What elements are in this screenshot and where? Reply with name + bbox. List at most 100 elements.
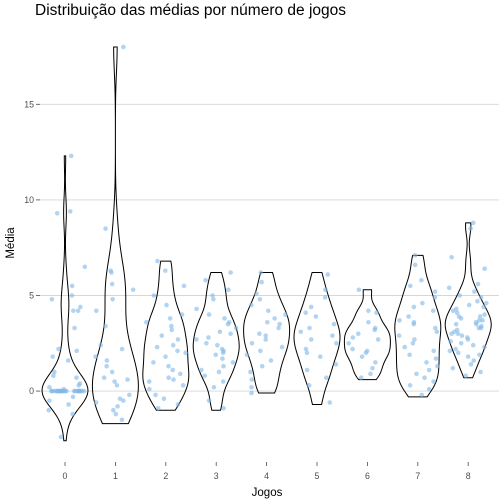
- data-point: [397, 318, 402, 323]
- y-axis-title: Média: [5, 227, 17, 259]
- data-point: [220, 350, 226, 356]
- data-point: [117, 396, 123, 402]
- data-point: [298, 329, 304, 335]
- data-point: [258, 270, 264, 275]
- data-point: [466, 302, 472, 308]
- data-point: [481, 304, 486, 310]
- data-point: [76, 388, 82, 394]
- data-point: [430, 308, 436, 314]
- data-point: [171, 377, 176, 382]
- data-point: [396, 333, 402, 338]
- data-point: [51, 373, 56, 379]
- data-point: [283, 312, 288, 317]
- violin-4: [243, 272, 291, 394]
- data-point: [266, 308, 271, 314]
- data-point: [220, 356, 225, 361]
- data-point: [374, 310, 379, 316]
- data-point: [406, 314, 411, 319]
- data-point: [51, 388, 57, 394]
- data-point: [411, 304, 417, 310]
- x-tick-label: 8: [466, 471, 471, 481]
- data-point: [104, 358, 110, 363]
- data-point: [358, 375, 364, 381]
- x-tick-label: 3: [214, 471, 219, 481]
- data-point: [306, 383, 312, 388]
- data-point: [216, 369, 222, 375]
- data-point: [103, 323, 108, 329]
- data-point: [308, 304, 314, 310]
- data-point: [402, 344, 407, 350]
- violin-1: [91, 46, 139, 425]
- data-point: [64, 388, 69, 394]
- data-point: [453, 321, 459, 327]
- data-point: [74, 375, 79, 381]
- data-point: [355, 331, 361, 337]
- data-point: [463, 373, 468, 379]
- violin-7: [394, 254, 442, 398]
- data-point: [166, 375, 171, 381]
- data-point: [104, 363, 109, 369]
- data-point: [56, 346, 61, 352]
- data-point: [93, 400, 99, 405]
- x-tick-label: 7: [415, 471, 420, 481]
- data-point: [164, 302, 169, 308]
- data-point: [308, 337, 314, 342]
- data-point: [101, 375, 107, 381]
- data-point: [151, 360, 156, 365]
- data-point: [52, 369, 57, 375]
- data-point: [121, 44, 126, 50]
- data-point: [69, 283, 75, 289]
- data-point: [169, 327, 175, 333]
- data-point: [366, 319, 371, 325]
- data-point: [470, 342, 476, 348]
- data-point: [465, 337, 471, 342]
- data-point: [432, 289, 438, 294]
- data-point: [258, 348, 263, 354]
- y-tick-label: 0: [29, 386, 34, 396]
- data-point: [68, 153, 74, 159]
- data-point: [113, 411, 119, 417]
- data-point: [313, 314, 319, 319]
- x-tick-label: 5: [315, 471, 320, 481]
- data-point: [169, 323, 174, 329]
- data-point: [303, 310, 309, 316]
- data-point: [175, 337, 181, 342]
- data-point: [477, 314, 483, 319]
- data-point: [426, 386, 432, 392]
- data-point: [226, 287, 231, 293]
- data-point: [446, 285, 452, 291]
- data-point: [412, 253, 418, 258]
- chart-title: Distribuição das médias por número de jo…: [35, 2, 347, 19]
- data-point: [476, 325, 482, 331]
- data-point: [213, 352, 219, 358]
- violin-layer: [41, 46, 492, 442]
- data-point: [370, 365, 375, 371]
- data-point: [49, 297, 55, 302]
- data-point: [154, 344, 160, 350]
- data-point: [419, 392, 425, 398]
- violin-8: [444, 222, 492, 379]
- data-point: [155, 405, 161, 411]
- data-point: [254, 291, 259, 296]
- data-point: [408, 283, 413, 289]
- data-point: [459, 333, 465, 338]
- data-point: [206, 398, 212, 403]
- data-point: [468, 362, 474, 367]
- data-point: [468, 226, 473, 231]
- data-point: [220, 379, 226, 384]
- data-point: [109, 270, 114, 275]
- data-point: [277, 321, 282, 327]
- data-point: [147, 386, 152, 392]
- data-point: [455, 350, 461, 356]
- data-point: [144, 319, 149, 325]
- data-point: [475, 298, 480, 304]
- data-point: [259, 363, 265, 369]
- data-point: [121, 398, 126, 403]
- data-point: [470, 220, 476, 226]
- data-point: [114, 383, 120, 388]
- data-point: [363, 350, 369, 356]
- data-point: [167, 316, 173, 321]
- data-point: [372, 327, 378, 333]
- violin-5: [293, 272, 341, 405]
- data-point: [450, 365, 456, 371]
